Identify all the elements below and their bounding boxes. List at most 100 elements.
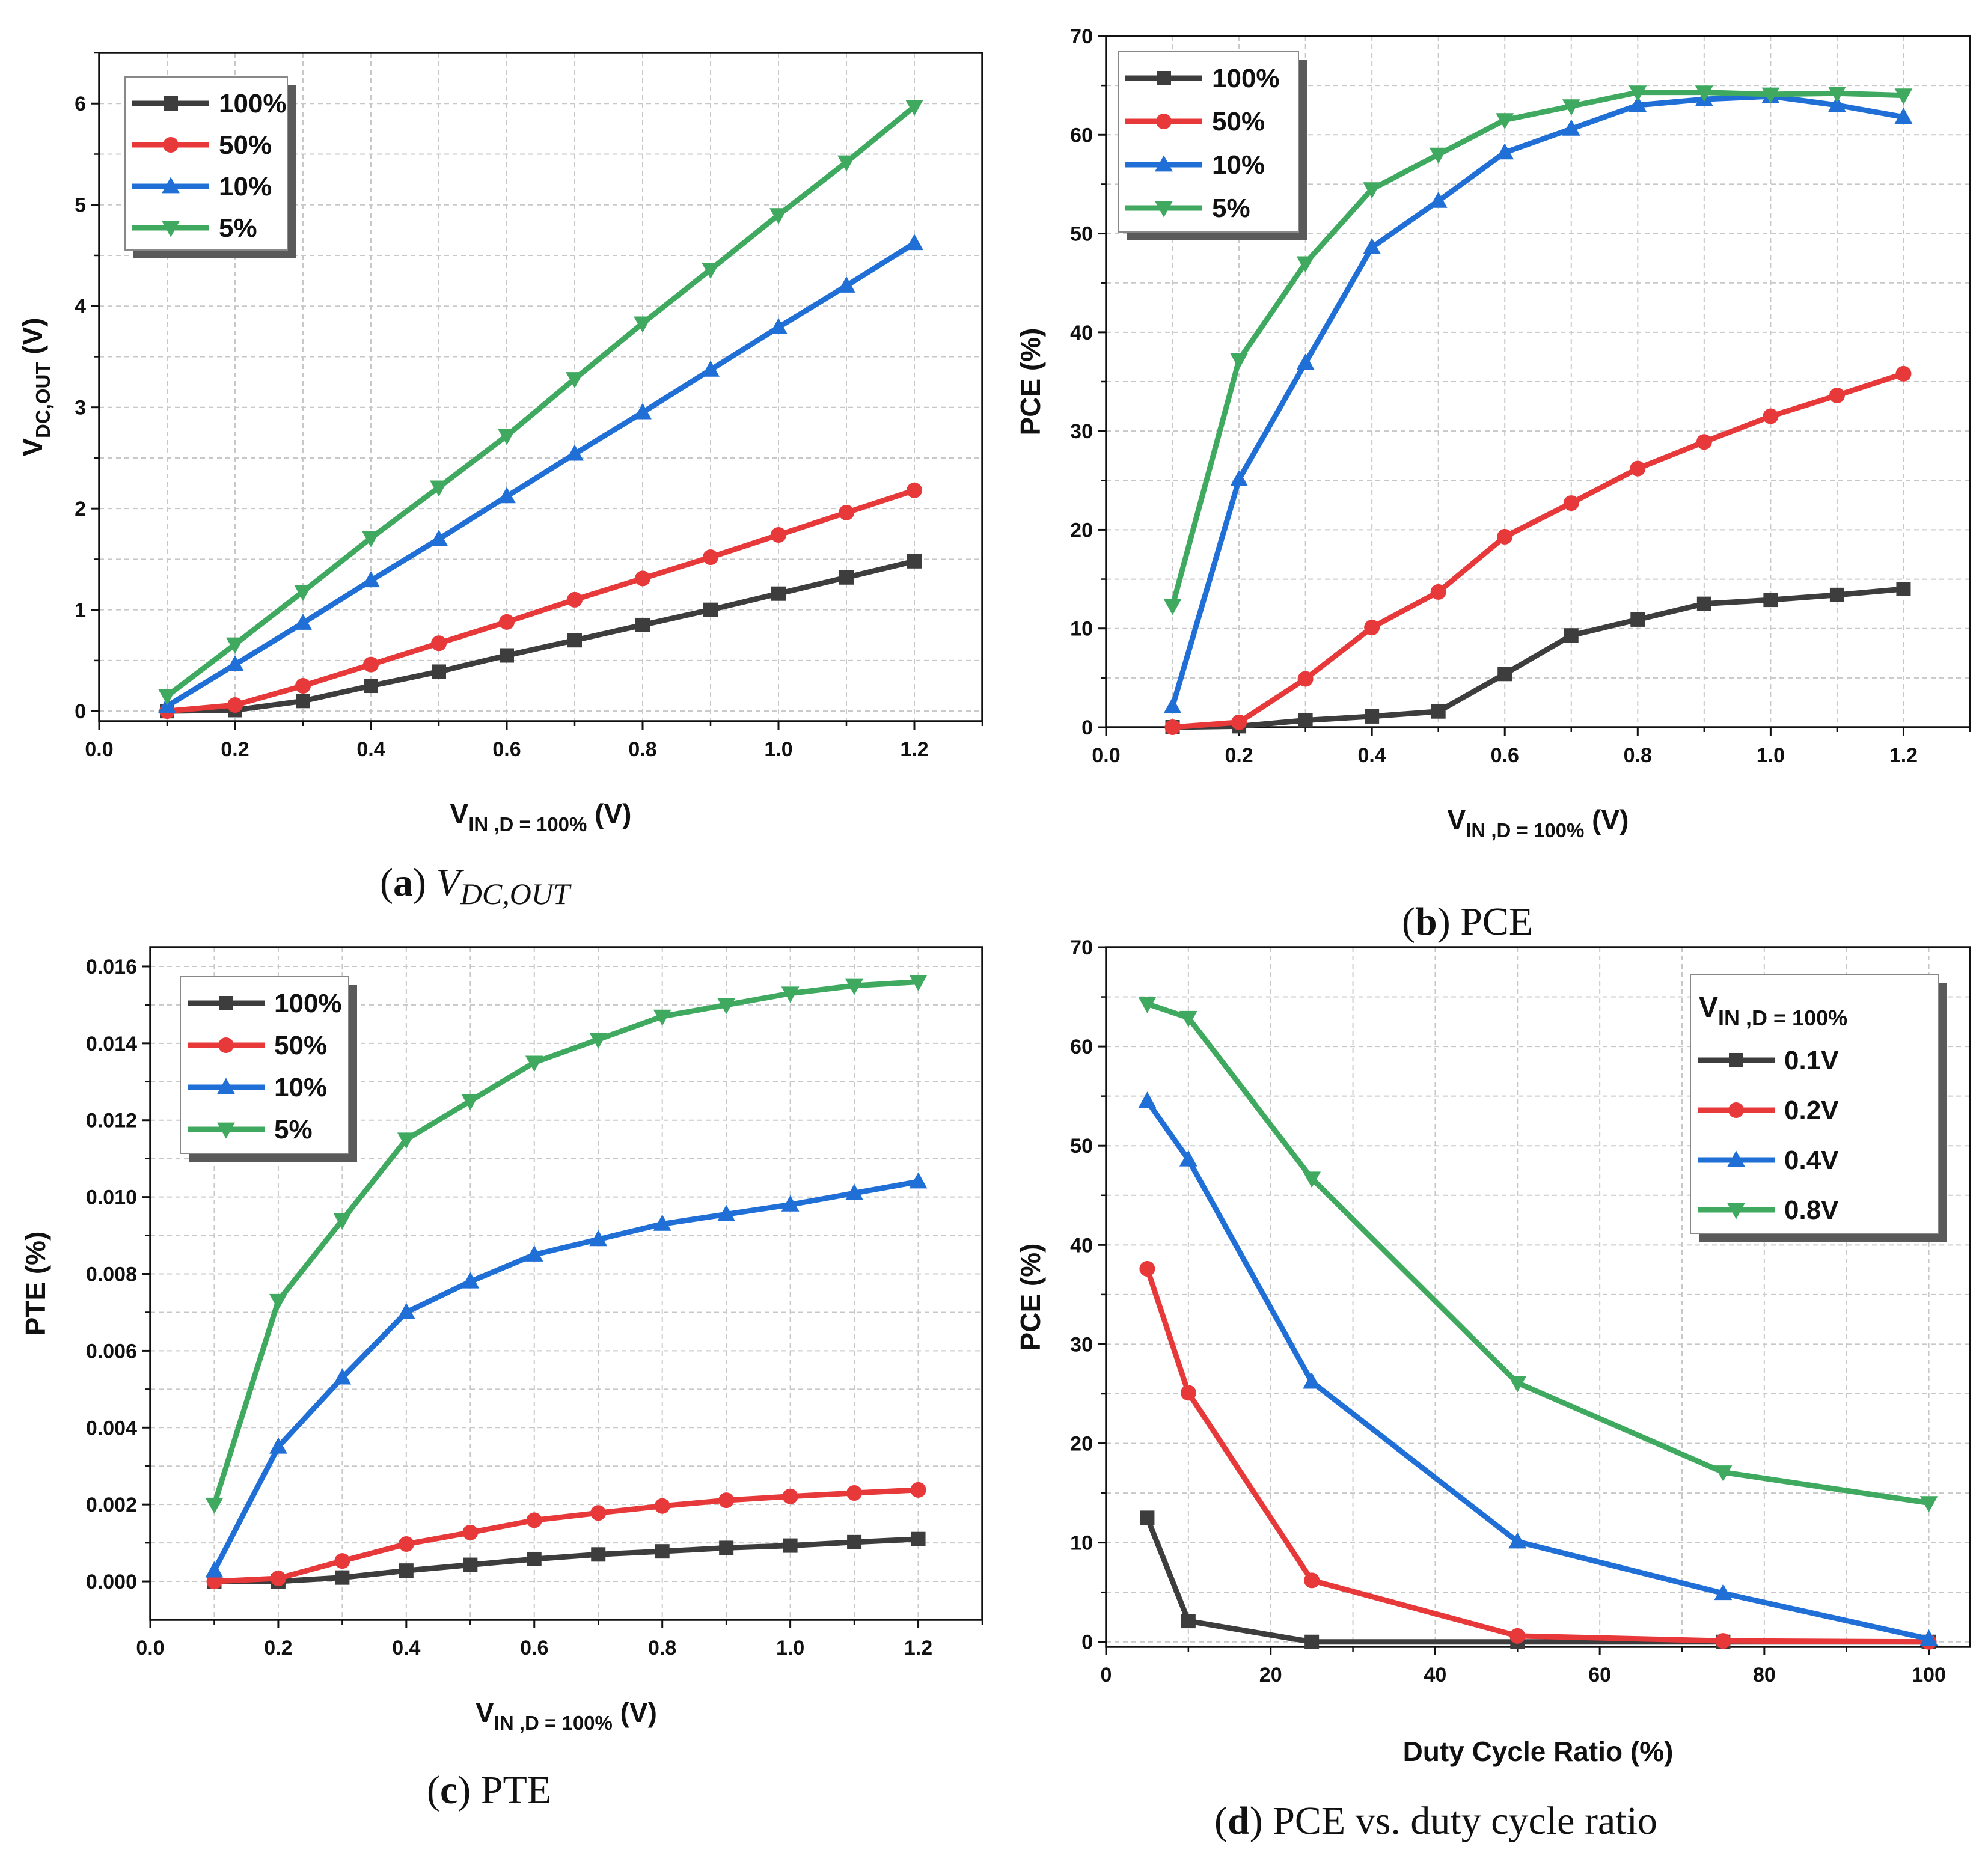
x-tick-label: 0: [1101, 1664, 1112, 1687]
y-tick-label: 1: [75, 599, 86, 622]
legend-label: 0.2V: [1784, 1096, 1839, 1125]
legend-swatch-marker: [162, 221, 180, 237]
x-tick-label: 1.0: [776, 1637, 804, 1659]
data-point: [845, 1183, 863, 1200]
x-axis-title: VIN ,D = 100% (V): [450, 798, 632, 835]
legend-swatch-marker: [1729, 1053, 1743, 1067]
y-tick-label: 0.004: [86, 1417, 137, 1439]
y-tick-label: 50: [1070, 1135, 1093, 1158]
data-point: [270, 1570, 286, 1586]
x-tick-label: 1.0: [1757, 744, 1785, 767]
x-tick-label: 0.0: [85, 738, 113, 761]
data-point: [905, 99, 923, 116]
data-point: [1181, 1614, 1196, 1629]
legend-swatch-marker: [1727, 1203, 1745, 1220]
data-point: [1138, 1091, 1157, 1108]
caption-c: (c) PTE: [427, 1768, 551, 1812]
data-point: [567, 633, 582, 648]
data-point: [1563, 495, 1579, 511]
data-point: [1298, 713, 1313, 728]
y-tick-label: 70: [1070, 25, 1093, 48]
legend-swatch-marker: [1157, 71, 1171, 85]
ticks: 0.0 0.2 0.4 0.6 0.8 1.0 1.2 0 1 2 3 4 5 6: [75, 52, 983, 761]
data-point: [1303, 1171, 1321, 1188]
legend-label: 50%: [219, 130, 272, 160]
series-0.2V: [1139, 1260, 1937, 1650]
data-point: [334, 1553, 350, 1569]
data-point: [567, 591, 583, 608]
y-tick-label: 0.008: [86, 1263, 137, 1286]
plot-frame: [1105, 946, 1971, 1648]
data-point: [1828, 96, 1846, 112]
chart-c: 0.0 0.2 0.4 0.6 0.8 1.0 1.2 0.000 0.002 0.004 0.00…: [20, 946, 983, 1734]
data-point: [847, 1534, 862, 1549]
legend-label: 0.1V: [1784, 1046, 1839, 1075]
label-main: V: [17, 438, 48, 457]
data-point: [566, 372, 584, 389]
label-main: PCE (%): [1015, 1244, 1046, 1351]
legend-swatch-marker: [218, 1037, 234, 1053]
label-subscript: IN ,D = 100%: [468, 813, 587, 835]
data-point: [1497, 667, 1512, 682]
y-tick-label: 40: [1070, 322, 1093, 344]
data-point: [655, 1544, 670, 1559]
legend-title: VIN ,D = 100%: [1699, 992, 1847, 1030]
data-point: [781, 986, 800, 1003]
data-point: [634, 316, 652, 333]
series-100%: [1165, 582, 1911, 734]
data-point: [839, 570, 854, 585]
data-point: [1164, 719, 1181, 735]
series-layer: [158, 99, 923, 719]
label-main: V: [1699, 992, 1718, 1024]
data-point: [837, 276, 855, 293]
data-point: [905, 234, 923, 251]
legend-label: 10%: [219, 172, 272, 201]
data-point: [1230, 470, 1248, 486]
data-point: [296, 694, 310, 709]
data-point: [1629, 96, 1647, 112]
series-layer: [1138, 997, 1938, 1650]
data-point: [1296, 353, 1315, 370]
caption-a-text: V: [436, 861, 464, 905]
data-point: [1430, 584, 1446, 600]
data-point: [1304, 1572, 1320, 1589]
y-tick-label: 0.002: [86, 1494, 137, 1516]
data-point: [462, 1524, 479, 1540]
caption-a: (a) VDC,OUT: [380, 861, 572, 911]
caption-d: (d) PCE vs. duty cycle ratio: [1214, 1799, 1657, 1843]
caption-a-letter: a: [393, 861, 413, 905]
x-tick-label: 0.6: [520, 1637, 548, 1659]
data-point: [634, 403, 652, 420]
data-point: [1894, 108, 1913, 124]
data-point: [1508, 1376, 1527, 1393]
series-line: [1172, 371, 1904, 730]
data-point: [1139, 1260, 1155, 1277]
y-axis-title: PTE (%): [20, 1232, 51, 1336]
data-point: [1180, 1385, 1196, 1401]
data-point: [703, 602, 718, 617]
data-point: [653, 1214, 671, 1231]
x-tick-label: 1.2: [900, 738, 928, 761]
data-point: [837, 155, 855, 172]
series-line: [1170, 90, 1904, 607]
data-point: [227, 697, 243, 713]
x-tick-label: 0.2: [221, 738, 249, 761]
legend: 100% 50% 10% 5%: [180, 976, 357, 1162]
x-tick-label: 40: [1424, 1664, 1447, 1687]
y-axis-title: PCE (%): [1015, 1244, 1046, 1351]
legend-label: 50%: [274, 1031, 327, 1060]
legend-swatch-marker: [1728, 1102, 1744, 1118]
series-10%: [158, 234, 923, 713]
data-point: [1562, 119, 1580, 136]
y-tick-label: 10: [1070, 1532, 1093, 1555]
data-point: [499, 614, 515, 630]
y-axis-title: VDC,OUT (V): [17, 317, 54, 456]
data-point: [911, 1531, 926, 1546]
data-point: [1629, 85, 1647, 102]
x-axis-title: VIN ,D = 100% (V): [1448, 804, 1629, 841]
data-point: [498, 429, 516, 445]
series-10%: [205, 1172, 928, 1578]
data-point: [1363, 237, 1381, 254]
data-point: [1138, 997, 1157, 1013]
data-point: [1919, 1496, 1938, 1513]
